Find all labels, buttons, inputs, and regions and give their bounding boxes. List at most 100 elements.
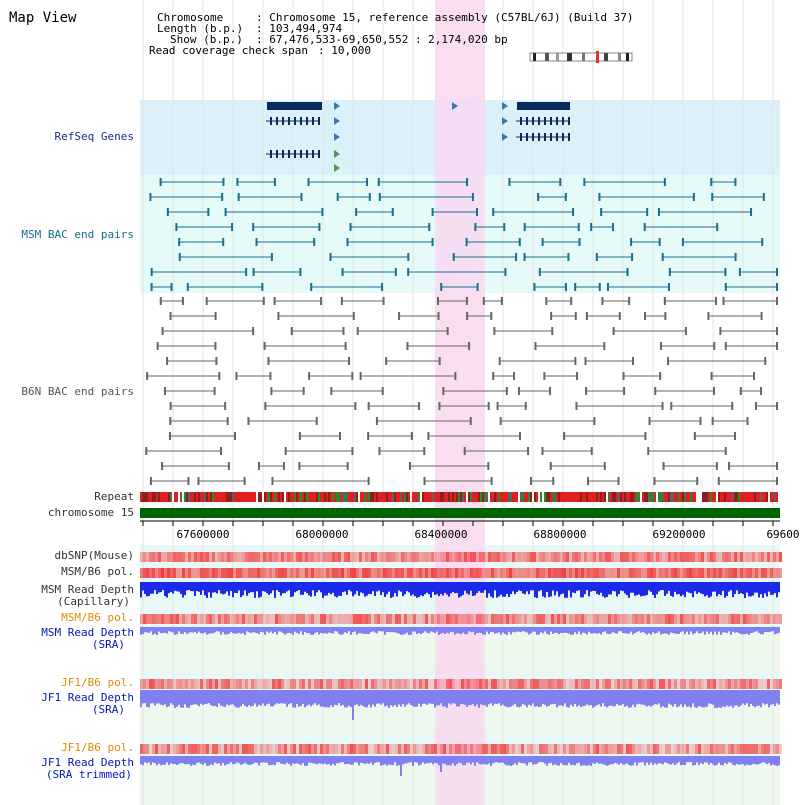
polymorphism-mark [728, 614, 731, 624]
gene-exon [282, 150, 284, 158]
depth-bar [462, 627, 464, 633]
depth-bar [192, 756, 194, 765]
depth-bar [546, 582, 548, 593]
depth-bar [696, 756, 698, 763]
depth-bar [702, 756, 704, 765]
depth-bar [220, 690, 222, 706]
track-label-jf1-depth-trim[interactable]: JF1 Read Depth [41, 756, 134, 769]
track-label-b6n-bac[interactable]: B6N BAC end pairs [21, 385, 134, 398]
depth-bar [606, 627, 608, 634]
depth-bar [476, 582, 478, 594]
polymorphism-mark [599, 568, 602, 578]
depth-bar [456, 690, 458, 707]
polymorphism-mark [593, 744, 596, 754]
polymorphism-mark [659, 744, 662, 754]
track-label-msm-depth-sra[interactable]: MSM Read Depth [41, 626, 134, 639]
track-label-msm-b6-pol-1[interactable]: MSM/B6 pol. [61, 565, 134, 578]
repeat-mark [704, 492, 706, 502]
polymorphism-mark [644, 568, 647, 578]
depth-bar [436, 627, 438, 632]
track-label-repeat[interactable]: Repeat [94, 490, 134, 503]
depth-bar [496, 690, 498, 704]
track-label-jf1-depth-sra[interactable]: JF1 Read Depth [41, 691, 134, 704]
bac-end [205, 297, 208, 305]
depth-bar [446, 582, 448, 595]
depth-bar [380, 690, 382, 705]
depth-bar [752, 582, 754, 596]
gene-exon [294, 150, 296, 158]
bac-end [715, 462, 718, 470]
depth-bar [684, 627, 686, 635]
depth-bar [292, 756, 294, 764]
depth-bar [540, 690, 542, 707]
polymorphism-mark [371, 552, 374, 562]
repeat-mark [578, 492, 580, 502]
depth-bar [732, 627, 734, 632]
polymorphism-mark [287, 744, 290, 754]
depth-bar [568, 582, 570, 591]
bac-end [538, 268, 541, 276]
bac-end [626, 268, 629, 276]
polymorphism-mark [323, 679, 326, 689]
depth-bar [392, 582, 394, 597]
track-label-refseq[interactable]: RefSeq Genes [54, 130, 134, 143]
track-label-msm-b6-pol-2[interactable]: MSM/B6 pol. [61, 611, 134, 624]
track-label-msm-bac[interactable]: MSM BAC end pairs [21, 228, 134, 241]
depth-bar [276, 756, 278, 763]
depth-bar [672, 756, 674, 764]
depth-bar [768, 690, 770, 708]
depth-bar [420, 690, 422, 707]
track-label-chromosome[interactable]: chromosome 15 [47, 506, 134, 519]
polymorphism-mark [218, 744, 221, 754]
polymorphism-mark [653, 679, 656, 689]
polymorphism-mark [485, 679, 488, 689]
polymorphism-mark [680, 679, 683, 689]
depth-bar [576, 690, 578, 707]
depth-bar [280, 582, 282, 596]
polymorphism-mark [638, 568, 641, 578]
polymorphism-mark [692, 614, 695, 624]
depth-bar [424, 690, 426, 704]
track-label-jf1-b6-pol-2[interactable]: JF1/B6 pol. [61, 741, 134, 754]
polymorphism-mark [191, 744, 194, 754]
depth-bar [188, 756, 190, 765]
chromosome-ideogram [529, 52, 633, 62]
track-label-msm-depth-cap[interactable]: MSM Read Depth [41, 583, 134, 596]
polymorphism-mark [455, 614, 458, 624]
track-label-dbsnp[interactable]: dbSNP(Mouse) [54, 549, 134, 562]
depth-bar [332, 756, 334, 764]
depth-bar [758, 690, 760, 706]
polymorphism-mark [428, 568, 431, 578]
depth-bar [608, 756, 610, 766]
repeat-mark [224, 492, 226, 502]
depth-bar [418, 756, 420, 766]
depth-bar [400, 582, 402, 592]
polymorphism-mark [569, 614, 572, 624]
polymorphism-mark [641, 552, 644, 562]
depth-bar [196, 756, 198, 763]
polymorphism-mark [713, 679, 716, 689]
repeat-mark [200, 492, 202, 502]
depth-bar [652, 756, 654, 765]
depth-bar [484, 690, 486, 706]
depth-bar [314, 756, 316, 764]
polymorphism-mark [728, 744, 731, 754]
polymorphism-mark [155, 614, 158, 624]
depth-bar [476, 756, 478, 763]
depth-bar [392, 756, 394, 766]
polymorphism-mark [713, 552, 716, 562]
bac-end [585, 312, 588, 320]
repeat-mark [478, 492, 480, 502]
polymorphism-mark [224, 552, 227, 562]
depth-bar [164, 627, 166, 633]
polymorphism-mark [542, 614, 545, 624]
polymorphism-mark [320, 568, 323, 578]
track-label-jf1-b6-pol-1[interactable]: JF1/B6 pol. [61, 676, 134, 689]
bac-end [338, 432, 341, 440]
repeat-mark [260, 492, 262, 502]
depth-bar [726, 690, 728, 706]
polymorphism-mark [581, 614, 584, 624]
depth-bar [598, 690, 600, 705]
repeat-mark [208, 492, 210, 502]
